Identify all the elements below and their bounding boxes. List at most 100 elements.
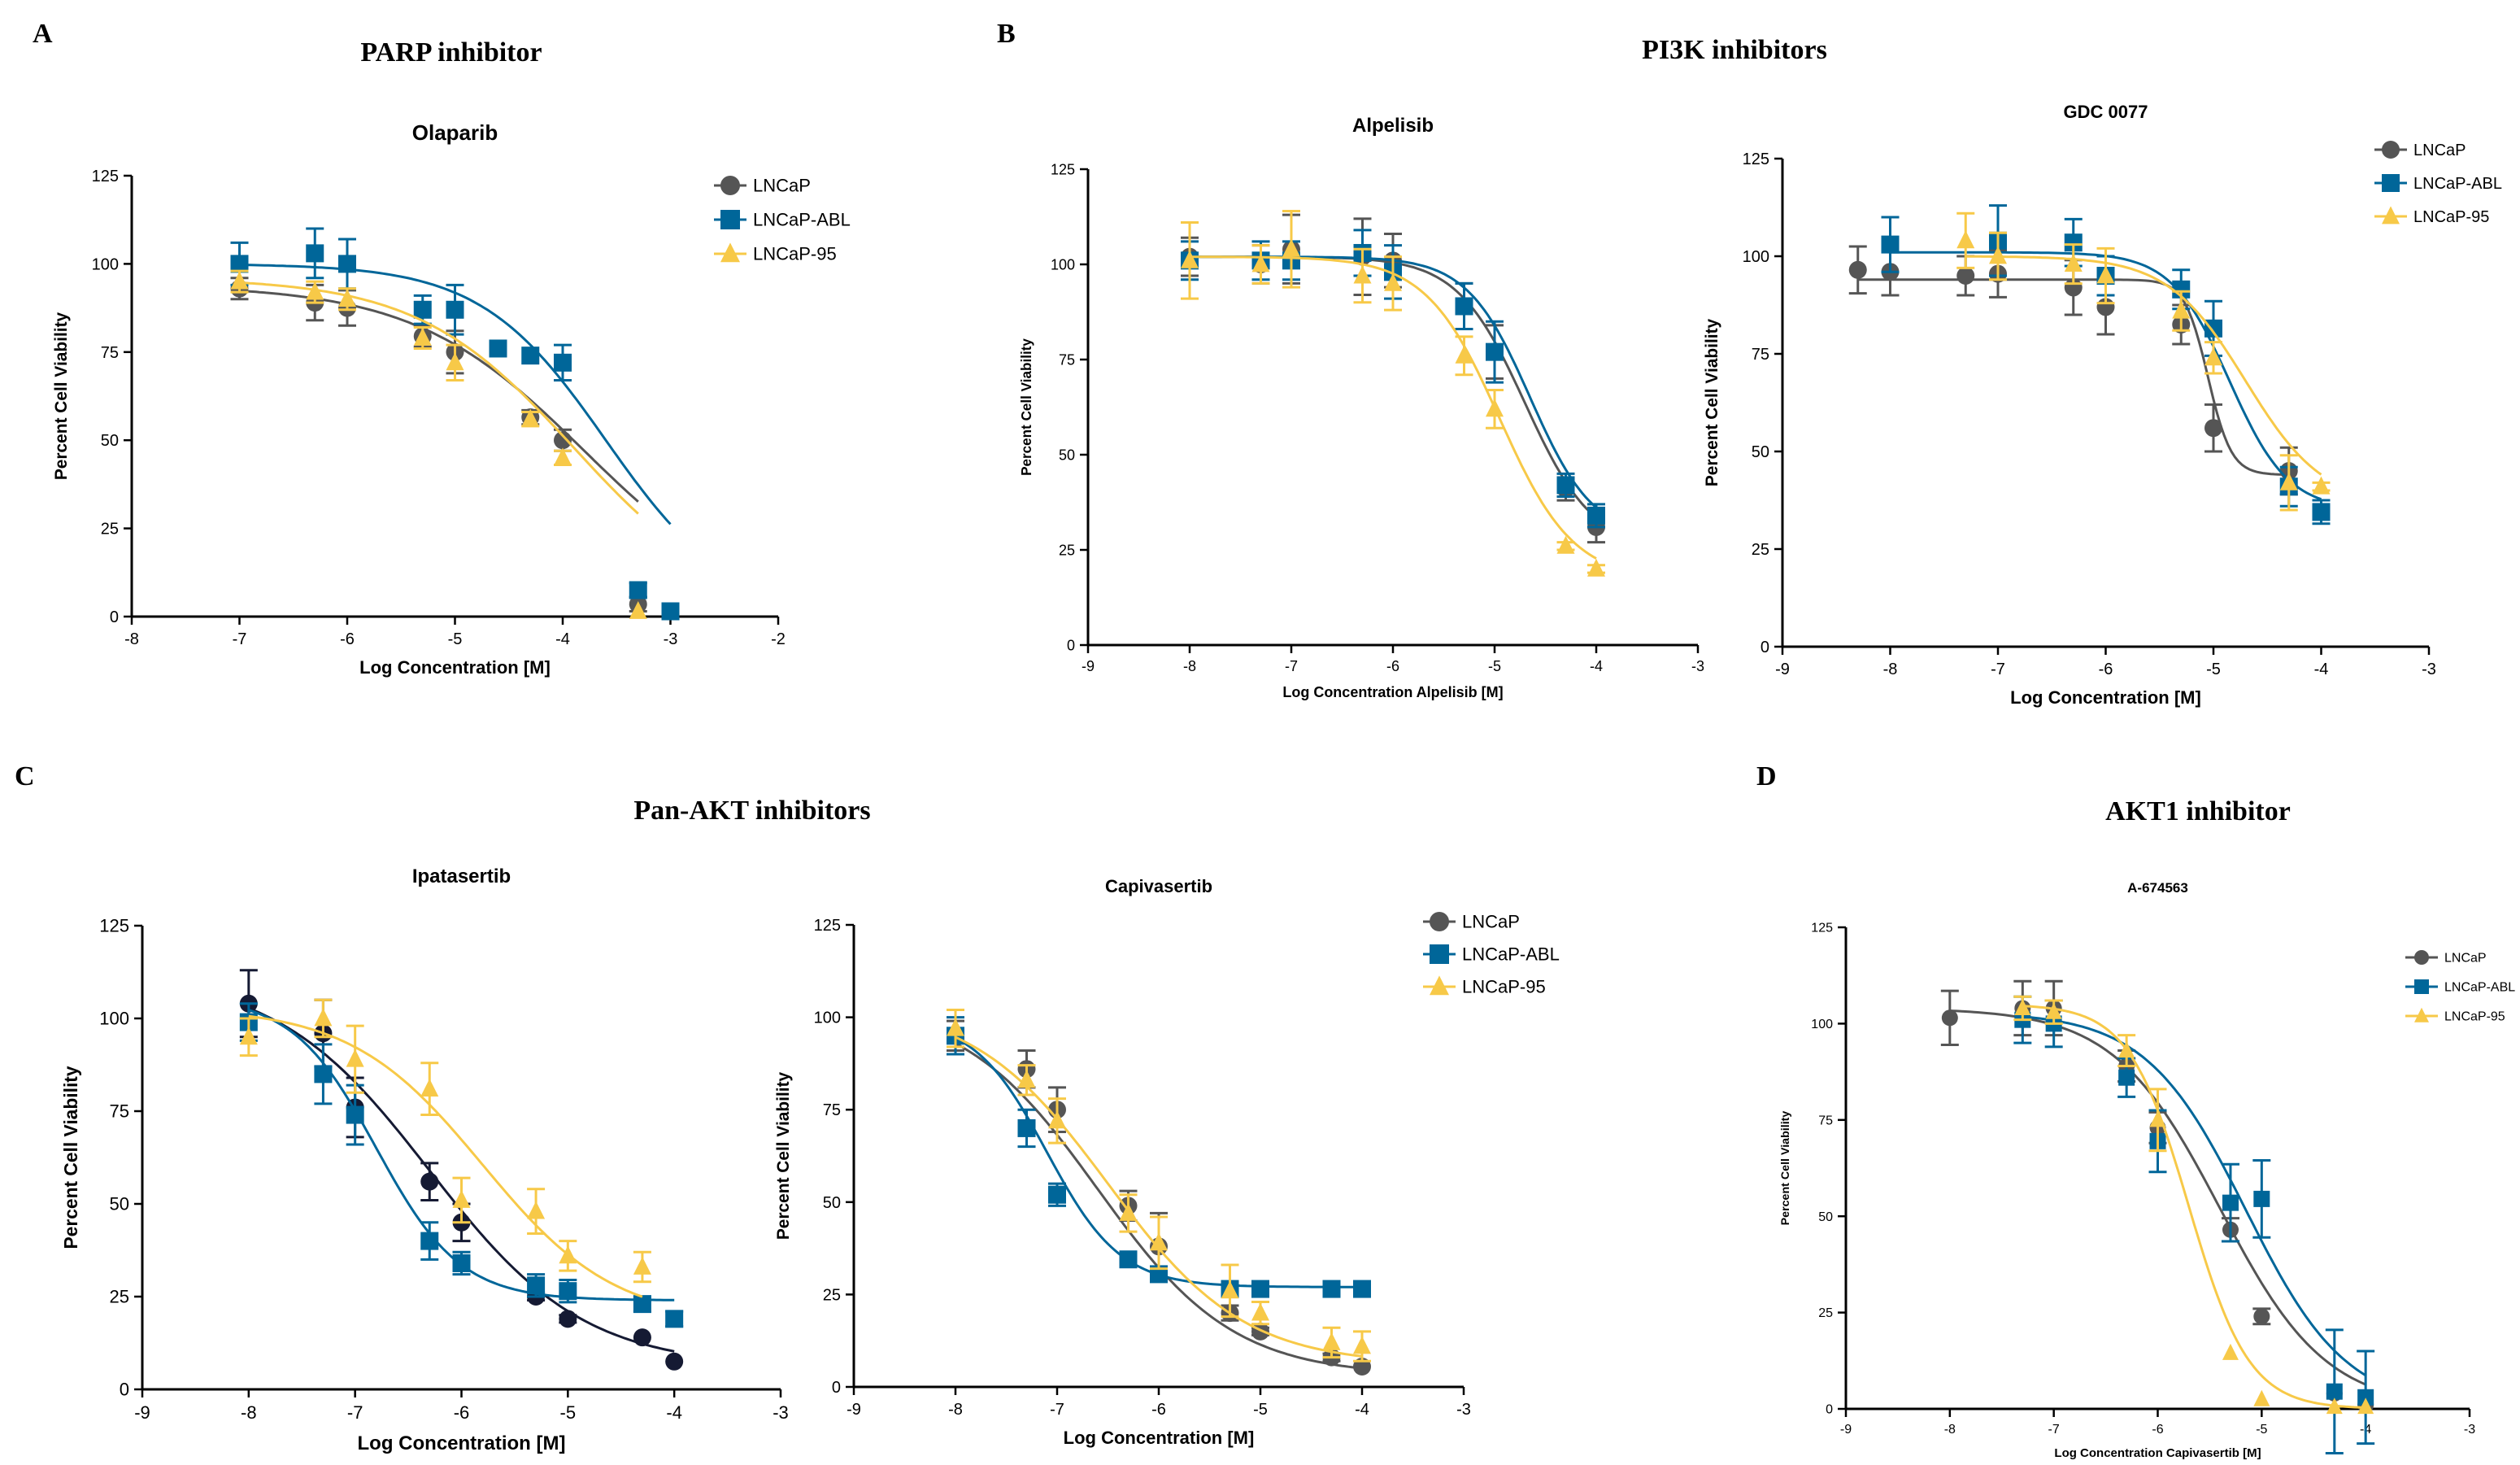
y-tick-label: 75	[1752, 346, 1769, 364]
y-axis-label: Percent Cell Viability	[1019, 338, 1034, 476]
chart-title: Capivasertib	[1105, 876, 1212, 896]
y-tick-label: 0	[1826, 1403, 1833, 1417]
x-tick-label: -7	[233, 630, 247, 648]
y-tick-label: 0	[120, 1380, 129, 1400]
panel-letter-c: C	[15, 761, 35, 791]
chart-title: Alpelisib	[1352, 115, 1434, 137]
data-point	[2172, 300, 2191, 319]
data-point	[1956, 230, 1975, 249]
data-point	[2118, 1041, 2135, 1058]
x-tick-label: -4	[666, 1402, 682, 1423]
legend-label: LNCaP	[1462, 912, 1520, 932]
data-point	[2064, 254, 2083, 273]
legend-label: LNCaP	[753, 176, 811, 196]
panel-letter-d: D	[1756, 761, 1777, 791]
data-point	[2096, 265, 2115, 284]
data-point	[1150, 1232, 1168, 1251]
y-tick-label: 75	[823, 1101, 841, 1119]
data-point	[1251, 1280, 1269, 1298]
x-tick-label: -6	[1151, 1401, 1166, 1419]
chart-capivasertib: Capivasertib -9 -8 -7 -6 -5 -4 -3 0 25 50 75 100 125 L…	[774, 876, 1560, 1448]
data-point	[1353, 265, 1372, 284]
data-point	[1353, 1336, 1371, 1354]
data-point	[633, 1256, 651, 1275]
x-tick-label: -5	[2206, 661, 2221, 678]
y-tick-label: 100	[92, 255, 119, 273]
data-point	[1989, 246, 2007, 264]
panel-title-d: AKT1 inhibitor	[2105, 796, 2291, 826]
y-tick-label: 25	[823, 1286, 841, 1304]
fit-curve	[955, 1042, 1363, 1370]
data-point	[665, 1310, 684, 1328]
x-tick-label: -7	[1285, 658, 1298, 674]
data-point	[489, 339, 507, 358]
data-point	[1322, 1280, 1341, 1298]
data-point	[2279, 472, 2298, 491]
x-axis-label: Log Concentration Capivasertib [M]	[2054, 1446, 2261, 1460]
data-point	[2357, 1397, 2374, 1415]
chart-gdc-0077: GDC 0077 -9 -8 -7 -6 -5 -4 -3 0 25 50 75 100 125 Log C…	[1703, 102, 2502, 708]
data-point	[230, 271, 249, 290]
chart-title: Olaparib	[412, 120, 498, 145]
data-point	[1486, 399, 1504, 417]
data-point	[2253, 1308, 2270, 1325]
y-tick-label: 100	[99, 1009, 129, 1029]
x-tick-label: -7	[347, 1402, 363, 1423]
series-lncap-abl	[239, 1002, 684, 1328]
x-tick-label: -8	[1883, 661, 1898, 678]
data-point	[2222, 1194, 2239, 1211]
data-point	[452, 1254, 471, 1272]
chart-alpelisib: Alpelisib -9 -8 -7 -6 -5 -4 -3 0 25 50 75 100 125 Log …	[1019, 115, 1704, 700]
legend: LNCaP LNCaP-ABL LNCaP-95	[714, 176, 851, 264]
x-tick-label: -3	[664, 630, 678, 648]
x-tick-label: -5	[560, 1402, 577, 1423]
data-point	[2064, 233, 2083, 252]
x-tick-label: -8	[948, 1401, 963, 1419]
x-tick-label: -8	[241, 1402, 257, 1423]
data-point	[306, 281, 324, 300]
series-lncap-95	[230, 269, 647, 619]
x-tick-label: -3	[1456, 1401, 1471, 1419]
x-tick-label: -3	[2464, 1423, 2475, 1437]
x-tick-label: -9	[134, 1402, 150, 1423]
legend-marker-triangle-icon	[2414, 1007, 2429, 1022]
data-point	[1486, 342, 1504, 361]
data-point	[338, 255, 356, 273]
data-point	[554, 431, 572, 450]
legend-label: LNCaP-95	[2413, 208, 2489, 226]
data-point	[1353, 1280, 1371, 1298]
chart-ipatasertib: Ipatasertib -9 -8 -7 -6 -5 -4 -3 0 25 50 75 100 125 Lo…	[60, 865, 789, 1454]
y-tick-label: 125	[1811, 922, 1833, 935]
y-tick-label: 100	[1743, 248, 1769, 266]
y-axis-label: Percent Cell Viability	[60, 1066, 81, 1249]
data-point	[527, 1201, 546, 1219]
y-tick-label: 125	[1051, 161, 1075, 177]
y-tick-label: 50	[1059, 447, 1075, 463]
y-tick-label: 125	[92, 168, 119, 185]
data-point	[1455, 345, 1473, 364]
data-point	[2118, 1069, 2135, 1086]
data-point	[2357, 1389, 2374, 1406]
data-point	[346, 1105, 364, 1124]
data-point	[665, 1352, 684, 1371]
data-point	[1956, 267, 1975, 285]
y-tick-label: 50	[110, 1194, 129, 1214]
legend-marker-circle-icon	[720, 176, 740, 195]
x-tick-label: -5	[2256, 1423, 2267, 1437]
data-point	[2253, 1389, 2270, 1406]
data-point	[559, 1310, 577, 1328]
x-tick-label: -4	[1355, 1401, 1369, 1419]
data-point	[1455, 297, 1473, 316]
data-point	[1017, 1070, 1036, 1088]
panel-letter-b: B	[997, 19, 1016, 49]
data-point	[559, 1245, 577, 1264]
data-point	[2204, 319, 2222, 338]
x-axis-label: Log Concentration [M]	[1064, 1428, 1255, 1448]
panel-letter-a: A	[33, 19, 53, 49]
data-point	[947, 1018, 964, 1036]
data-point	[314, 1065, 333, 1083]
x-axis-label: Log Concentration Alpelisib [M]	[1282, 684, 1503, 700]
panel-title-a: PARP inhibitor	[360, 37, 542, 68]
y-axis-label: Percent Cell Viability	[1703, 318, 1721, 486]
data-point	[1941, 1009, 1958, 1027]
